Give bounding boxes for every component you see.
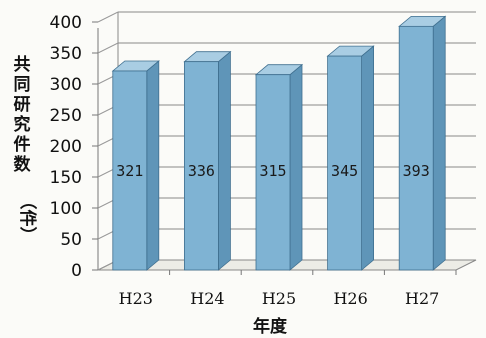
bar-side bbox=[432, 15, 446, 271]
gridline-diagonal bbox=[97, 11, 119, 23]
y-axis-title-char: 同 bbox=[14, 75, 31, 95]
bar-side bbox=[289, 63, 303, 271]
bar-side bbox=[361, 45, 375, 271]
y-axis-title-char: 研 bbox=[14, 95, 31, 115]
bar-value-label: 345 bbox=[331, 162, 358, 180]
bar-front bbox=[183, 61, 219, 271]
bar-front bbox=[112, 70, 148, 271]
x-axis-title: 年度 bbox=[253, 316, 288, 337]
gridline-diagonal bbox=[97, 42, 119, 54]
y-axis-unit: （件） bbox=[17, 193, 38, 244]
y-tick-label: 300 bbox=[50, 75, 82, 95]
y-axis-title-char: 数 bbox=[14, 154, 32, 175]
x-tick-label: H23 bbox=[119, 289, 153, 308]
y-tick-label: 0 bbox=[71, 261, 82, 281]
x-tick-label: H25 bbox=[262, 289, 296, 308]
bar-h23: 321 bbox=[111, 60, 160, 271]
bar-h24: 336 bbox=[183, 50, 232, 271]
bar-front bbox=[255, 74, 291, 271]
bar-value-label: 336 bbox=[188, 162, 215, 180]
bar-value-label: 393 bbox=[403, 162, 430, 180]
y-axis-title-char: 共 bbox=[14, 55, 31, 75]
y-tick-label: 350 bbox=[50, 44, 82, 64]
bar-h27: 393 bbox=[398, 15, 447, 271]
x-axis-ticks: H23 H24 H25 H26 H27 bbox=[119, 270, 457, 308]
y-tick-label: 100 bbox=[50, 199, 82, 219]
bar-value-label: 315 bbox=[259, 162, 286, 180]
y-tick-label: 150 bbox=[50, 168, 82, 188]
y-axis-title-char: 究 bbox=[14, 114, 31, 135]
bar-side bbox=[146, 60, 160, 271]
bars: 321 336 315 345 393 bbox=[111, 15, 447, 271]
bar-value-label: 321 bbox=[116, 162, 143, 180]
y-axis-title-char: 件 bbox=[14, 134, 31, 155]
y-tick-label: 250 bbox=[50, 106, 82, 126]
bar-front bbox=[327, 55, 363, 271]
x-tick-label: H24 bbox=[190, 289, 224, 308]
bar-h26: 345 bbox=[326, 45, 375, 271]
bar-h25: 315 bbox=[254, 63, 304, 271]
y-tick-label: 400 bbox=[50, 13, 82, 33]
bar-side bbox=[217, 50, 231, 271]
x-tick-label: H26 bbox=[333, 289, 367, 308]
y-axis-ticks: 0 50 100 150 200 250 300 350 400 bbox=[50, 13, 98, 281]
y-tick-label: 50 bbox=[60, 230, 82, 250]
x-tick-label: H27 bbox=[405, 289, 439, 308]
bar-front bbox=[398, 25, 434, 271]
y-tick-label: 200 bbox=[50, 137, 82, 157]
